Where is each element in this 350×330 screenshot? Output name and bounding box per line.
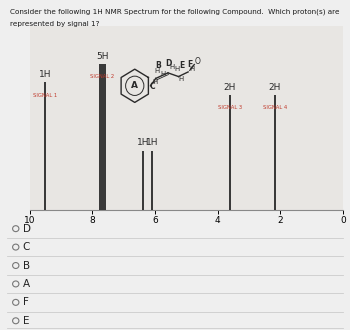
Text: F: F — [23, 297, 29, 307]
Text: 1H: 1H — [137, 139, 149, 148]
Bar — [99, 64, 106, 210]
Bar — [274, 95, 276, 210]
Text: SIGNAL 2: SIGNAL 2 — [90, 74, 114, 79]
Text: H: H — [154, 68, 159, 74]
Text: B: B — [23, 260, 30, 271]
Text: A: A — [23, 279, 30, 289]
Bar — [142, 150, 144, 210]
Text: SIGNAL 3: SIGNAL 3 — [218, 105, 241, 110]
Text: SIGNAL 4: SIGNAL 4 — [262, 105, 287, 110]
Text: D: D — [165, 59, 172, 68]
Text: 5H: 5H — [96, 51, 108, 60]
Text: SIGNAL 1: SIGNAL 1 — [33, 93, 57, 98]
Text: F: F — [187, 60, 192, 69]
Text: B: B — [156, 61, 161, 70]
Text: H: H — [189, 66, 194, 73]
Text: E: E — [23, 316, 29, 326]
Text: D: D — [23, 224, 31, 234]
Text: 1H: 1H — [39, 70, 52, 79]
Text: C: C — [23, 242, 30, 252]
Bar — [229, 95, 231, 210]
Text: 1H: 1H — [146, 139, 158, 148]
Text: O: O — [195, 57, 201, 66]
Text: 2H: 2H — [268, 82, 281, 92]
Text: represented by signal 1?: represented by signal 1? — [10, 21, 100, 27]
Text: C: C — [150, 82, 155, 90]
Text: H: H — [178, 76, 184, 82]
Bar — [44, 82, 46, 210]
Text: H: H — [152, 79, 158, 85]
Text: H: H — [174, 66, 179, 73]
Text: A: A — [131, 81, 138, 90]
Text: Consider the following 1H NMR Spectrum for the following Compound.  Which proton: Consider the following 1H NMR Spectrum f… — [10, 8, 340, 15]
Text: H: H — [170, 64, 175, 70]
Text: E: E — [179, 61, 185, 70]
Bar — [151, 150, 153, 210]
Text: 2H: 2H — [223, 82, 236, 92]
Text: H: H — [160, 71, 165, 77]
